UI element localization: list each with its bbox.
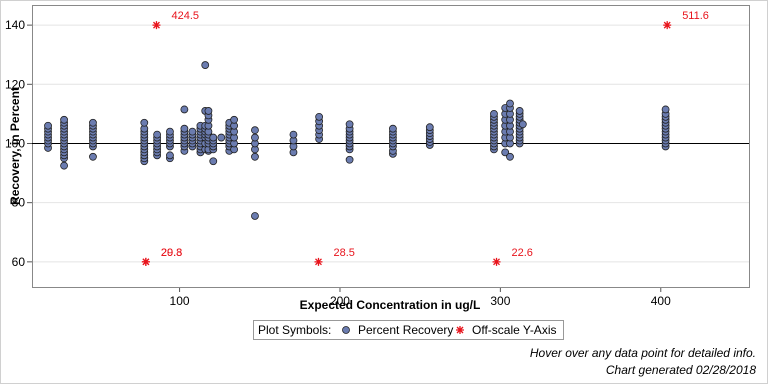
point-label: 20.3 bbox=[161, 247, 182, 259]
data-point bbox=[166, 151, 174, 160]
data-point bbox=[518, 120, 527, 129]
data-point bbox=[345, 155, 354, 164]
data-point bbox=[60, 115, 68, 124]
data-point bbox=[251, 133, 259, 142]
off-scale-point bbox=[663, 21, 672, 30]
y-tick-label: 120 bbox=[5, 77, 25, 91]
data-point bbox=[188, 127, 197, 136]
point-label: 511.6 bbox=[682, 10, 709, 22]
data-point bbox=[153, 130, 162, 139]
off-scale-point bbox=[492, 257, 501, 266]
data-point bbox=[490, 109, 498, 118]
data-point bbox=[289, 130, 298, 139]
data-point bbox=[140, 118, 149, 127]
point-label: 28.5 bbox=[333, 247, 354, 259]
data-point bbox=[209, 157, 218, 166]
data-point bbox=[204, 107, 213, 115]
data-point bbox=[425, 123, 434, 132]
data-point bbox=[345, 120, 354, 129]
y-tick-label: 60 bbox=[12, 255, 26, 269]
data-point bbox=[389, 124, 397, 133]
data-point bbox=[89, 118, 97, 127]
data-point bbox=[44, 121, 52, 130]
data-point bbox=[230, 115, 239, 124]
data-point bbox=[506, 152, 514, 161]
data-point bbox=[506, 99, 514, 108]
legend-title: Plot Symbols: bbox=[258, 323, 331, 337]
x-tick-label: 300 bbox=[490, 294, 510, 308]
legend-label: Percent Recovery bbox=[358, 323, 453, 337]
data-point bbox=[60, 161, 68, 170]
legend-symbol bbox=[342, 326, 350, 334]
data-point bbox=[201, 61, 210, 69]
footnote: Chart generated 02/28/2018 bbox=[606, 363, 756, 377]
data-point bbox=[315, 112, 324, 121]
data-point bbox=[89, 152, 97, 161]
data-point bbox=[217, 133, 226, 142]
data-point bbox=[251, 212, 259, 220]
data-point bbox=[501, 148, 510, 157]
off-scale-point bbox=[314, 257, 323, 266]
data-point bbox=[515, 107, 524, 115]
x-tick-label: 400 bbox=[651, 294, 671, 308]
x-tick-label: 200 bbox=[330, 294, 350, 308]
x-tick-label: 100 bbox=[170, 294, 190, 308]
y-tick-label: 100 bbox=[5, 136, 25, 150]
point-label: 22.6 bbox=[512, 247, 533, 259]
off-scale-point bbox=[152, 21, 161, 30]
data-point bbox=[209, 133, 218, 142]
data-point bbox=[180, 105, 189, 114]
legend-box bbox=[253, 320, 564, 340]
y-tick-label: 80 bbox=[12, 196, 26, 210]
y-tick-label: 140 bbox=[5, 18, 25, 32]
footnote: Hover over any data point for detailed i… bbox=[530, 346, 756, 360]
point-label: 29.8 bbox=[161, 247, 182, 259]
x-axis-label: Expected Concentration in ug/L bbox=[300, 298, 481, 312]
data-point bbox=[251, 152, 259, 161]
data-point bbox=[166, 127, 174, 136]
point-label: 424.5 bbox=[171, 10, 199, 22]
data-point bbox=[251, 126, 259, 135]
data-point bbox=[661, 105, 670, 114]
off-scale-point bbox=[141, 257, 150, 266]
data-point bbox=[180, 124, 189, 133]
legend-label: Off-scale Y-Axis bbox=[472, 323, 556, 337]
plot-area bbox=[32, 5, 750, 288]
legend-symbol bbox=[456, 326, 464, 334]
y-axis-label: Recovery, in Percent bbox=[8, 87, 22, 205]
